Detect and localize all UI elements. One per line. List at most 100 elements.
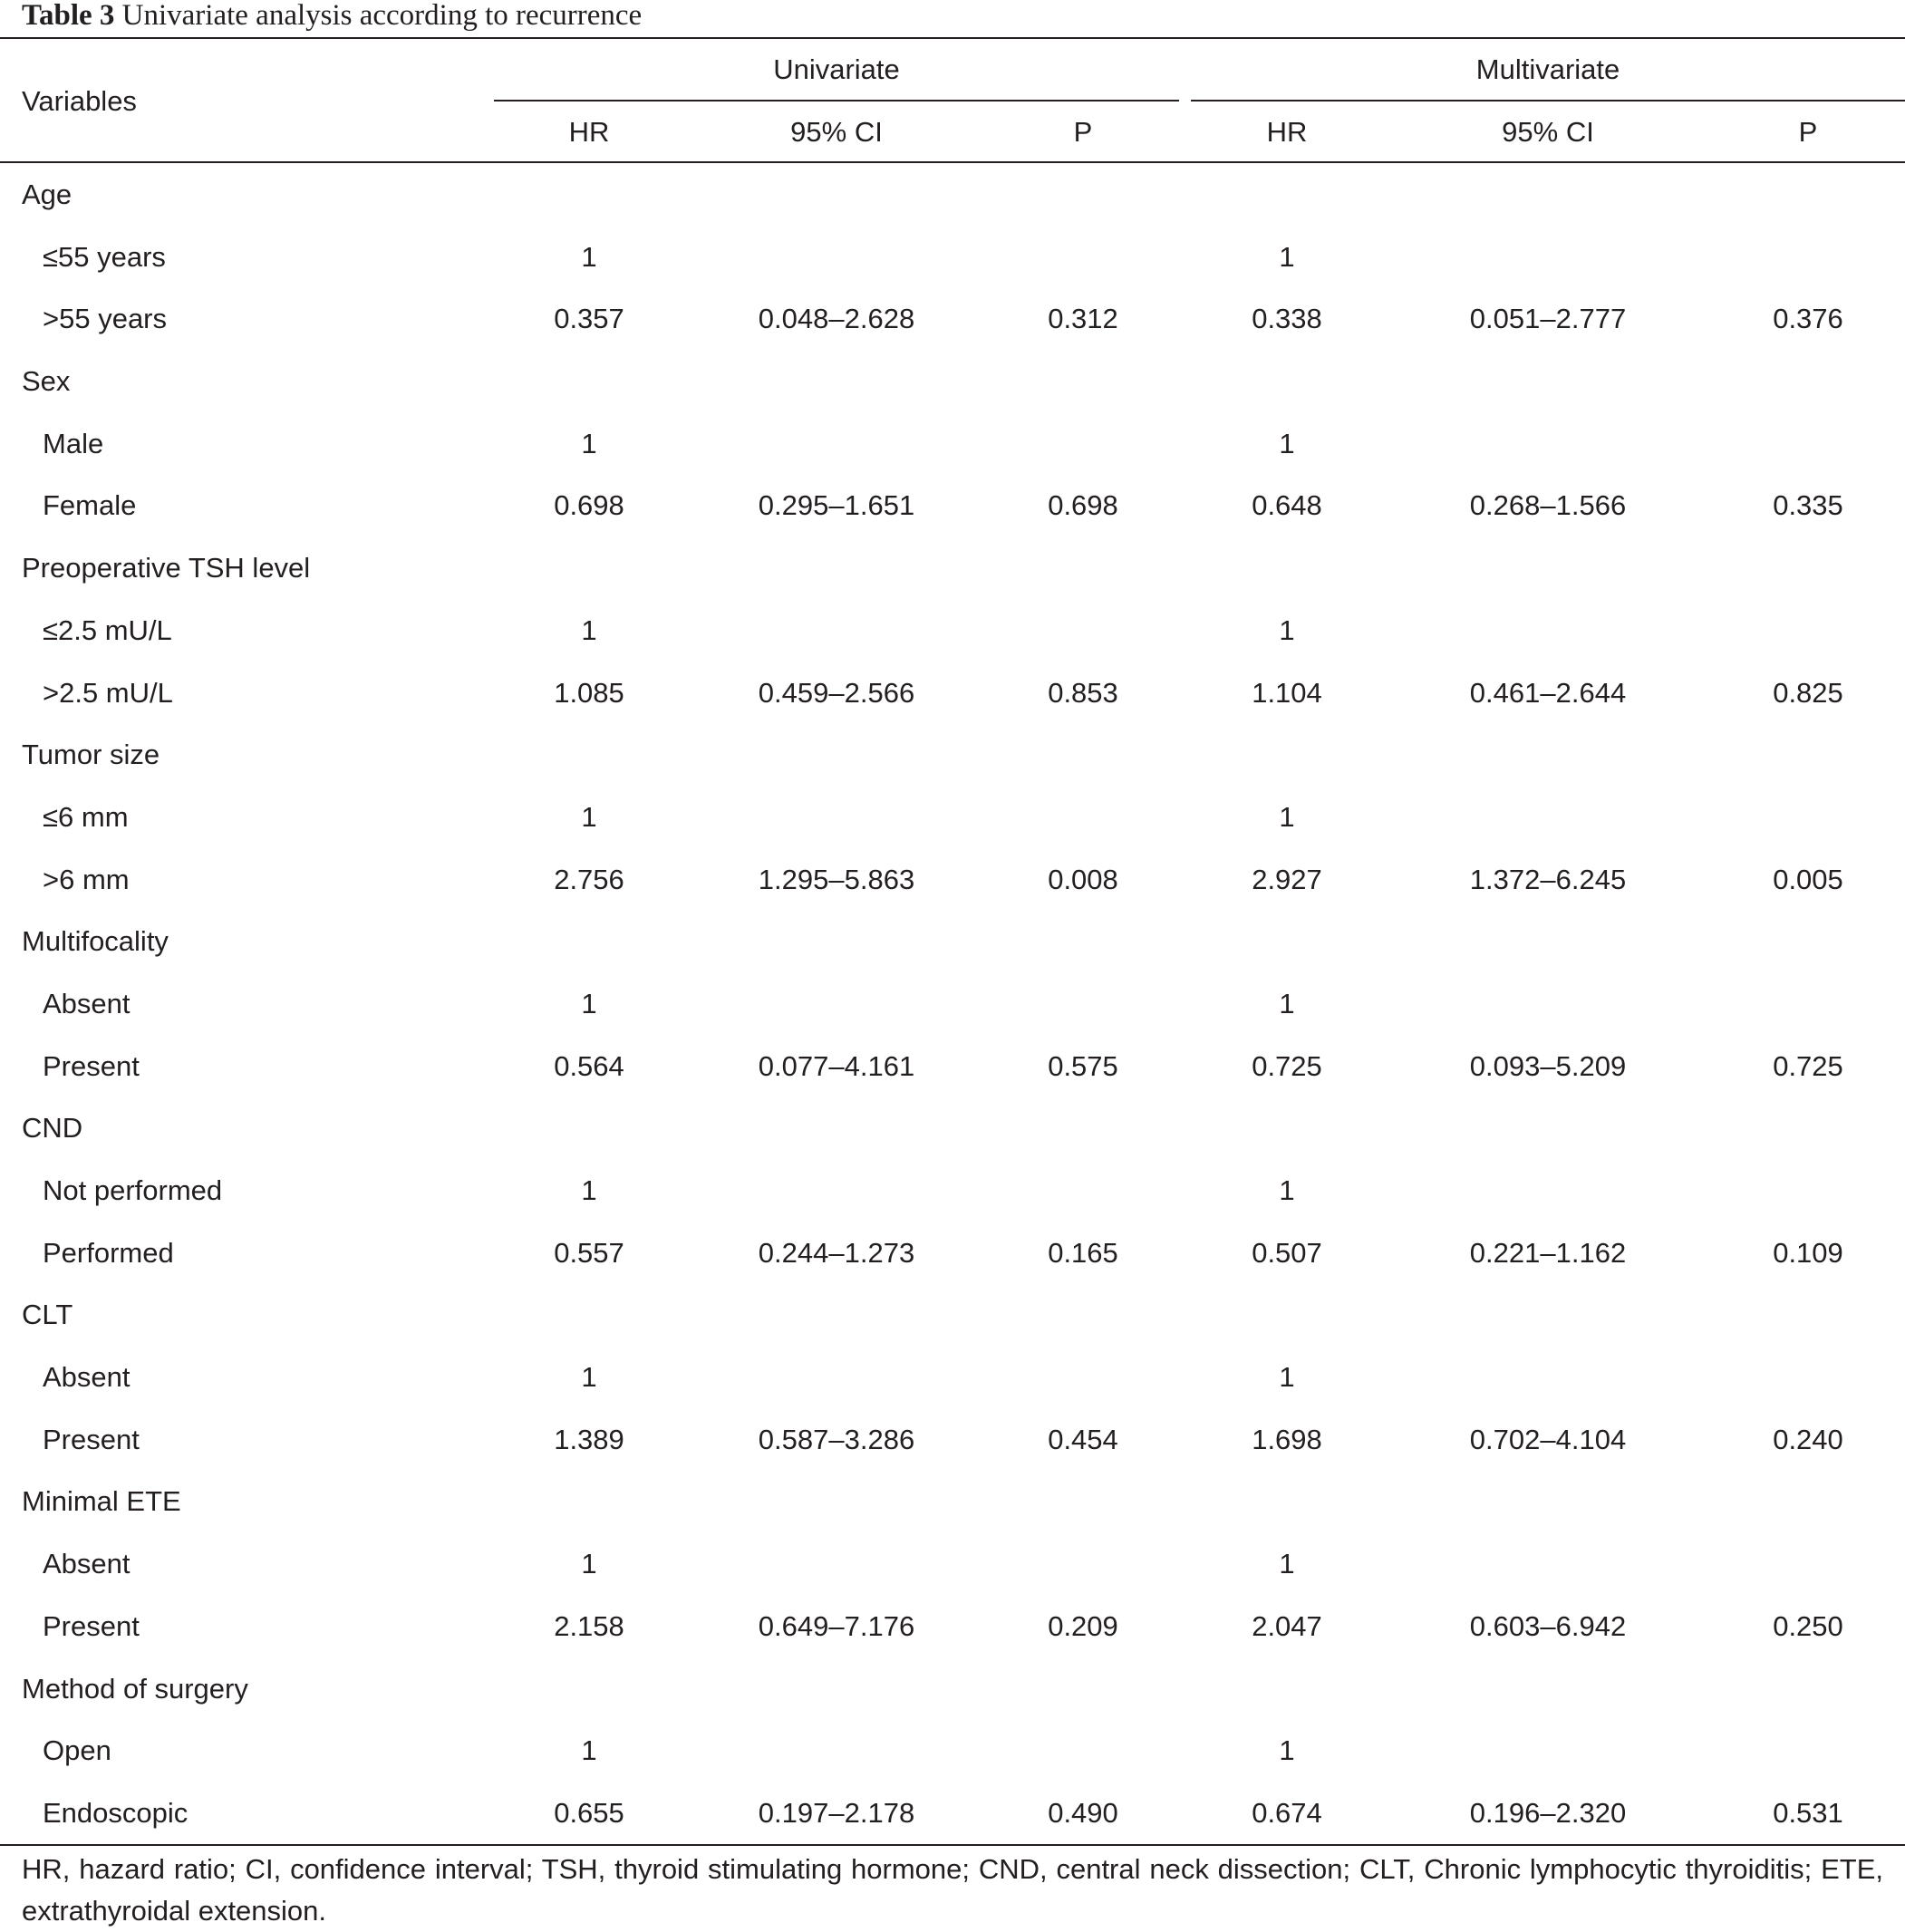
multivariate-p-cell: 0.376 xyxy=(1773,303,1843,335)
table-group-row: Preoperative TSH level xyxy=(0,536,1905,599)
multivariate-ci-cell: 0.461–2.644 xyxy=(1469,676,1627,709)
multivariate-p-cell: 0.825 xyxy=(1773,676,1843,709)
univariate-hr-cell: 1 xyxy=(581,240,597,273)
multivariate-p-cell: 0.335 xyxy=(1773,489,1843,522)
multivariate-p-cell xyxy=(1717,1346,1899,1408)
table-row: Not performed 1 1 xyxy=(0,1159,1905,1222)
multivariate-p-cell xyxy=(1717,1532,1899,1595)
group-label: Sex xyxy=(22,365,71,398)
table-caption: Table 3 Univariate analysis according to… xyxy=(22,0,642,34)
multivariate-hr-cell: 2.047 xyxy=(1252,1609,1322,1642)
univariate-p-cell: 0.454 xyxy=(1048,1423,1118,1455)
univariate-ci-cell: 0.587–3.286 xyxy=(758,1423,915,1455)
header-univariate-hr: HR xyxy=(568,116,610,148)
header-multivariate: Multivariate xyxy=(1475,53,1620,85)
table-group-row: Multifocality xyxy=(0,910,1905,972)
univariate-p-cell: 0.490 xyxy=(1048,1796,1118,1829)
multivariate-ci-cell xyxy=(1435,412,1661,475)
multivariate-p-cell: 0.240 xyxy=(1773,1423,1843,1455)
group-label: CND xyxy=(22,1112,83,1145)
univariate-ci-cell xyxy=(723,972,950,1035)
table-group-row: Age xyxy=(0,163,1905,226)
table-group-row: Minimal ETE xyxy=(0,1470,1905,1532)
multivariate-hr-cell: 1 xyxy=(1279,987,1295,1019)
univariate-ci-cell xyxy=(723,1719,950,1782)
univariate-ci-cell: 0.077–4.161 xyxy=(758,1049,915,1082)
multivariate-ci-cell xyxy=(1435,1532,1661,1595)
top-rule xyxy=(0,37,1905,39)
univariate-p-cell: 0.575 xyxy=(1048,1049,1118,1082)
table-row: Open 1 1 xyxy=(0,1719,1905,1782)
univariate-hr-cell: 2.158 xyxy=(554,1609,624,1642)
table-row: ≤2.5 mU/L 1 1 xyxy=(0,599,1905,662)
univariate-hr-cell: 1 xyxy=(581,1361,597,1394)
multivariate-p-cell xyxy=(1717,1719,1899,1782)
univariate-ci-cell xyxy=(723,412,950,475)
table-row: Performed 0.557 0.244–1.273 0.165 0.507 0.221… xyxy=(0,1222,1905,1284)
group-label: CLT xyxy=(22,1299,73,1331)
univariate-p-cell xyxy=(992,1159,1174,1222)
row-label: >55 years xyxy=(43,303,168,335)
univariate-hr-cell: 2.756 xyxy=(554,863,624,895)
table-body: Age ≤55 years 1 1 >55 years 0.357 0.048–2.628 0… xyxy=(0,163,1905,1844)
multivariate-hr-cell: 1 xyxy=(1279,613,1295,646)
multivariate-ci-cell: 0.603–6.942 xyxy=(1469,1609,1627,1642)
multivariate-p-cell xyxy=(1717,226,1899,288)
table-title: Univariate analysis according to recurre… xyxy=(121,0,643,32)
univariate-hr-cell: 1.389 xyxy=(554,1423,624,1455)
multivariate-ci-cell xyxy=(1435,972,1661,1035)
table-label: Table 3 xyxy=(22,0,115,32)
row-label: Not performed xyxy=(43,1174,223,1206)
univariate-p-cell: 0.698 xyxy=(1048,489,1118,522)
header-multivariate-p: P xyxy=(1798,116,1818,148)
row-label: >2.5 mU/L xyxy=(43,676,173,709)
univariate-hr-cell: 1 xyxy=(581,613,597,646)
univariate-hr-cell: 0.655 xyxy=(554,1796,624,1829)
table-group-row: CND xyxy=(0,1096,1905,1159)
multivariate-hr-cell: 1 xyxy=(1279,1361,1295,1394)
multivariate-underline xyxy=(1191,100,1905,101)
multivariate-p-cell xyxy=(1717,599,1899,662)
group-label: Multifocality xyxy=(22,925,169,958)
univariate-hr-cell: 0.557 xyxy=(554,1236,624,1269)
univariate-ci-cell xyxy=(723,1346,950,1408)
group-label: Age xyxy=(22,179,73,210)
multivariate-ci-cell xyxy=(1435,1159,1661,1222)
multivariate-ci-cell: 0.196–2.320 xyxy=(1469,1796,1627,1829)
univariate-p-cell: 0.209 xyxy=(1048,1609,1118,1642)
table-footnote: HR, hazard ratio; CI, confidence interva… xyxy=(22,1853,1883,1927)
univariate-p-cell xyxy=(992,412,1174,475)
univariate-p-cell: 0.853 xyxy=(1048,676,1118,709)
table-row: ≤55 years 1 1 xyxy=(0,226,1905,288)
multivariate-hr-cell: 1 xyxy=(1279,1548,1295,1580)
univariate-hr-cell: 1 xyxy=(581,800,597,833)
multivariate-hr-cell: 1.104 xyxy=(1252,676,1322,709)
multivariate-ci-cell: 0.221–1.162 xyxy=(1469,1236,1627,1269)
row-label: >6 mm xyxy=(43,863,130,895)
multivariate-ci-cell: 0.051–2.777 xyxy=(1469,303,1627,335)
univariate-p-cell: 0.008 xyxy=(1048,863,1118,895)
row-label: Endoscopic xyxy=(43,1796,189,1829)
table-row: ≤6 mm 1 1 xyxy=(0,786,1905,848)
multivariate-ci-cell xyxy=(1435,786,1661,848)
multivariate-ci-cell: 0.268–1.566 xyxy=(1469,489,1627,522)
univariate-p-cell xyxy=(992,1532,1174,1595)
multivariate-hr-cell: 1 xyxy=(1279,1734,1295,1767)
row-label: Absent xyxy=(43,987,131,1019)
univariate-hr-cell: 1 xyxy=(581,1174,597,1206)
multivariate-p-cell: 0.250 xyxy=(1773,1609,1843,1642)
univariate-p-cell xyxy=(992,226,1174,288)
univariate-p-cell: 0.165 xyxy=(1048,1236,1118,1269)
univariate-hr-cell: 1 xyxy=(581,1734,597,1767)
row-label: Absent xyxy=(43,1548,131,1580)
table-row: >2.5 mU/L 1.085 0.459–2.566 0.853 1.104 0.461… xyxy=(0,662,1905,724)
multivariate-hr-cell: 2.927 xyxy=(1252,863,1322,895)
row-label: ≤55 years xyxy=(43,240,166,273)
univariate-p-cell xyxy=(992,786,1174,848)
univariate-underline xyxy=(494,100,1179,101)
multivariate-p-cell xyxy=(1717,412,1899,475)
multivariate-hr-cell: 1 xyxy=(1279,800,1295,833)
univariate-hr-cell: 1.085 xyxy=(554,676,624,709)
multivariate-p-cell xyxy=(1717,972,1899,1035)
